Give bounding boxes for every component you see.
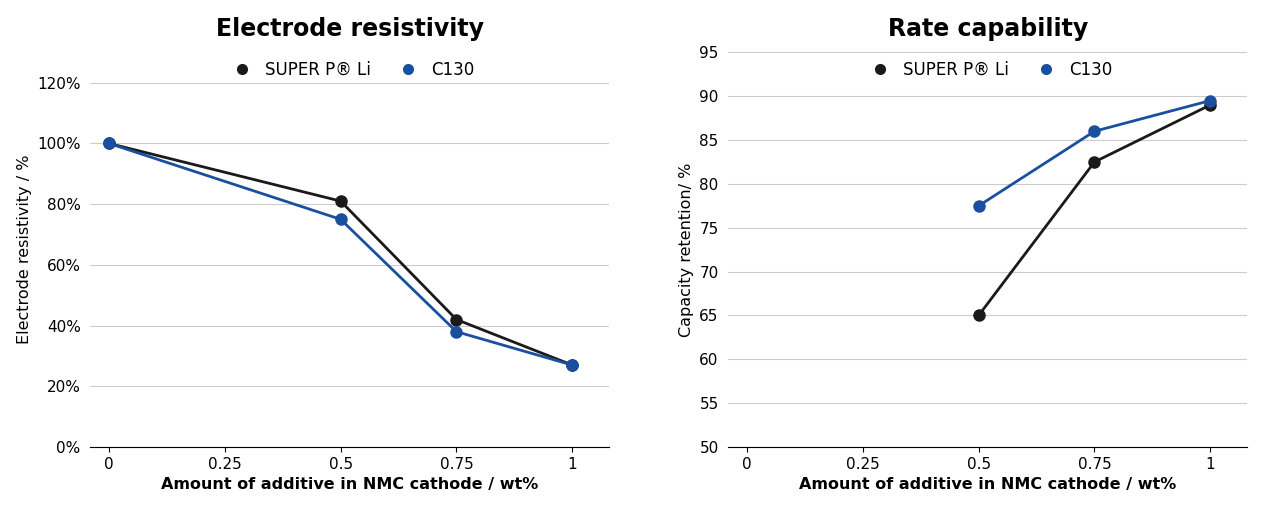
Title: Electrode resistivity: Electrode resistivity: [216, 17, 484, 41]
Y-axis label: Electrode resistivity / %: Electrode resistivity / %: [16, 155, 32, 345]
X-axis label: Amount of additive in NMC cathode / wt%: Amount of additive in NMC cathode / wt%: [799, 477, 1177, 492]
Legend: SUPER P® Li, C130: SUPER P® Li, C130: [863, 61, 1112, 79]
Title: Rate capability: Rate capability: [887, 17, 1088, 41]
X-axis label: Amount of additive in NMC cathode / wt%: Amount of additive in NMC cathode / wt%: [162, 477, 538, 492]
Y-axis label: Capacity retention/ %: Capacity retention/ %: [679, 162, 694, 337]
Legend: SUPER P® Li, C130: SUPER P® Li, C130: [225, 61, 474, 79]
